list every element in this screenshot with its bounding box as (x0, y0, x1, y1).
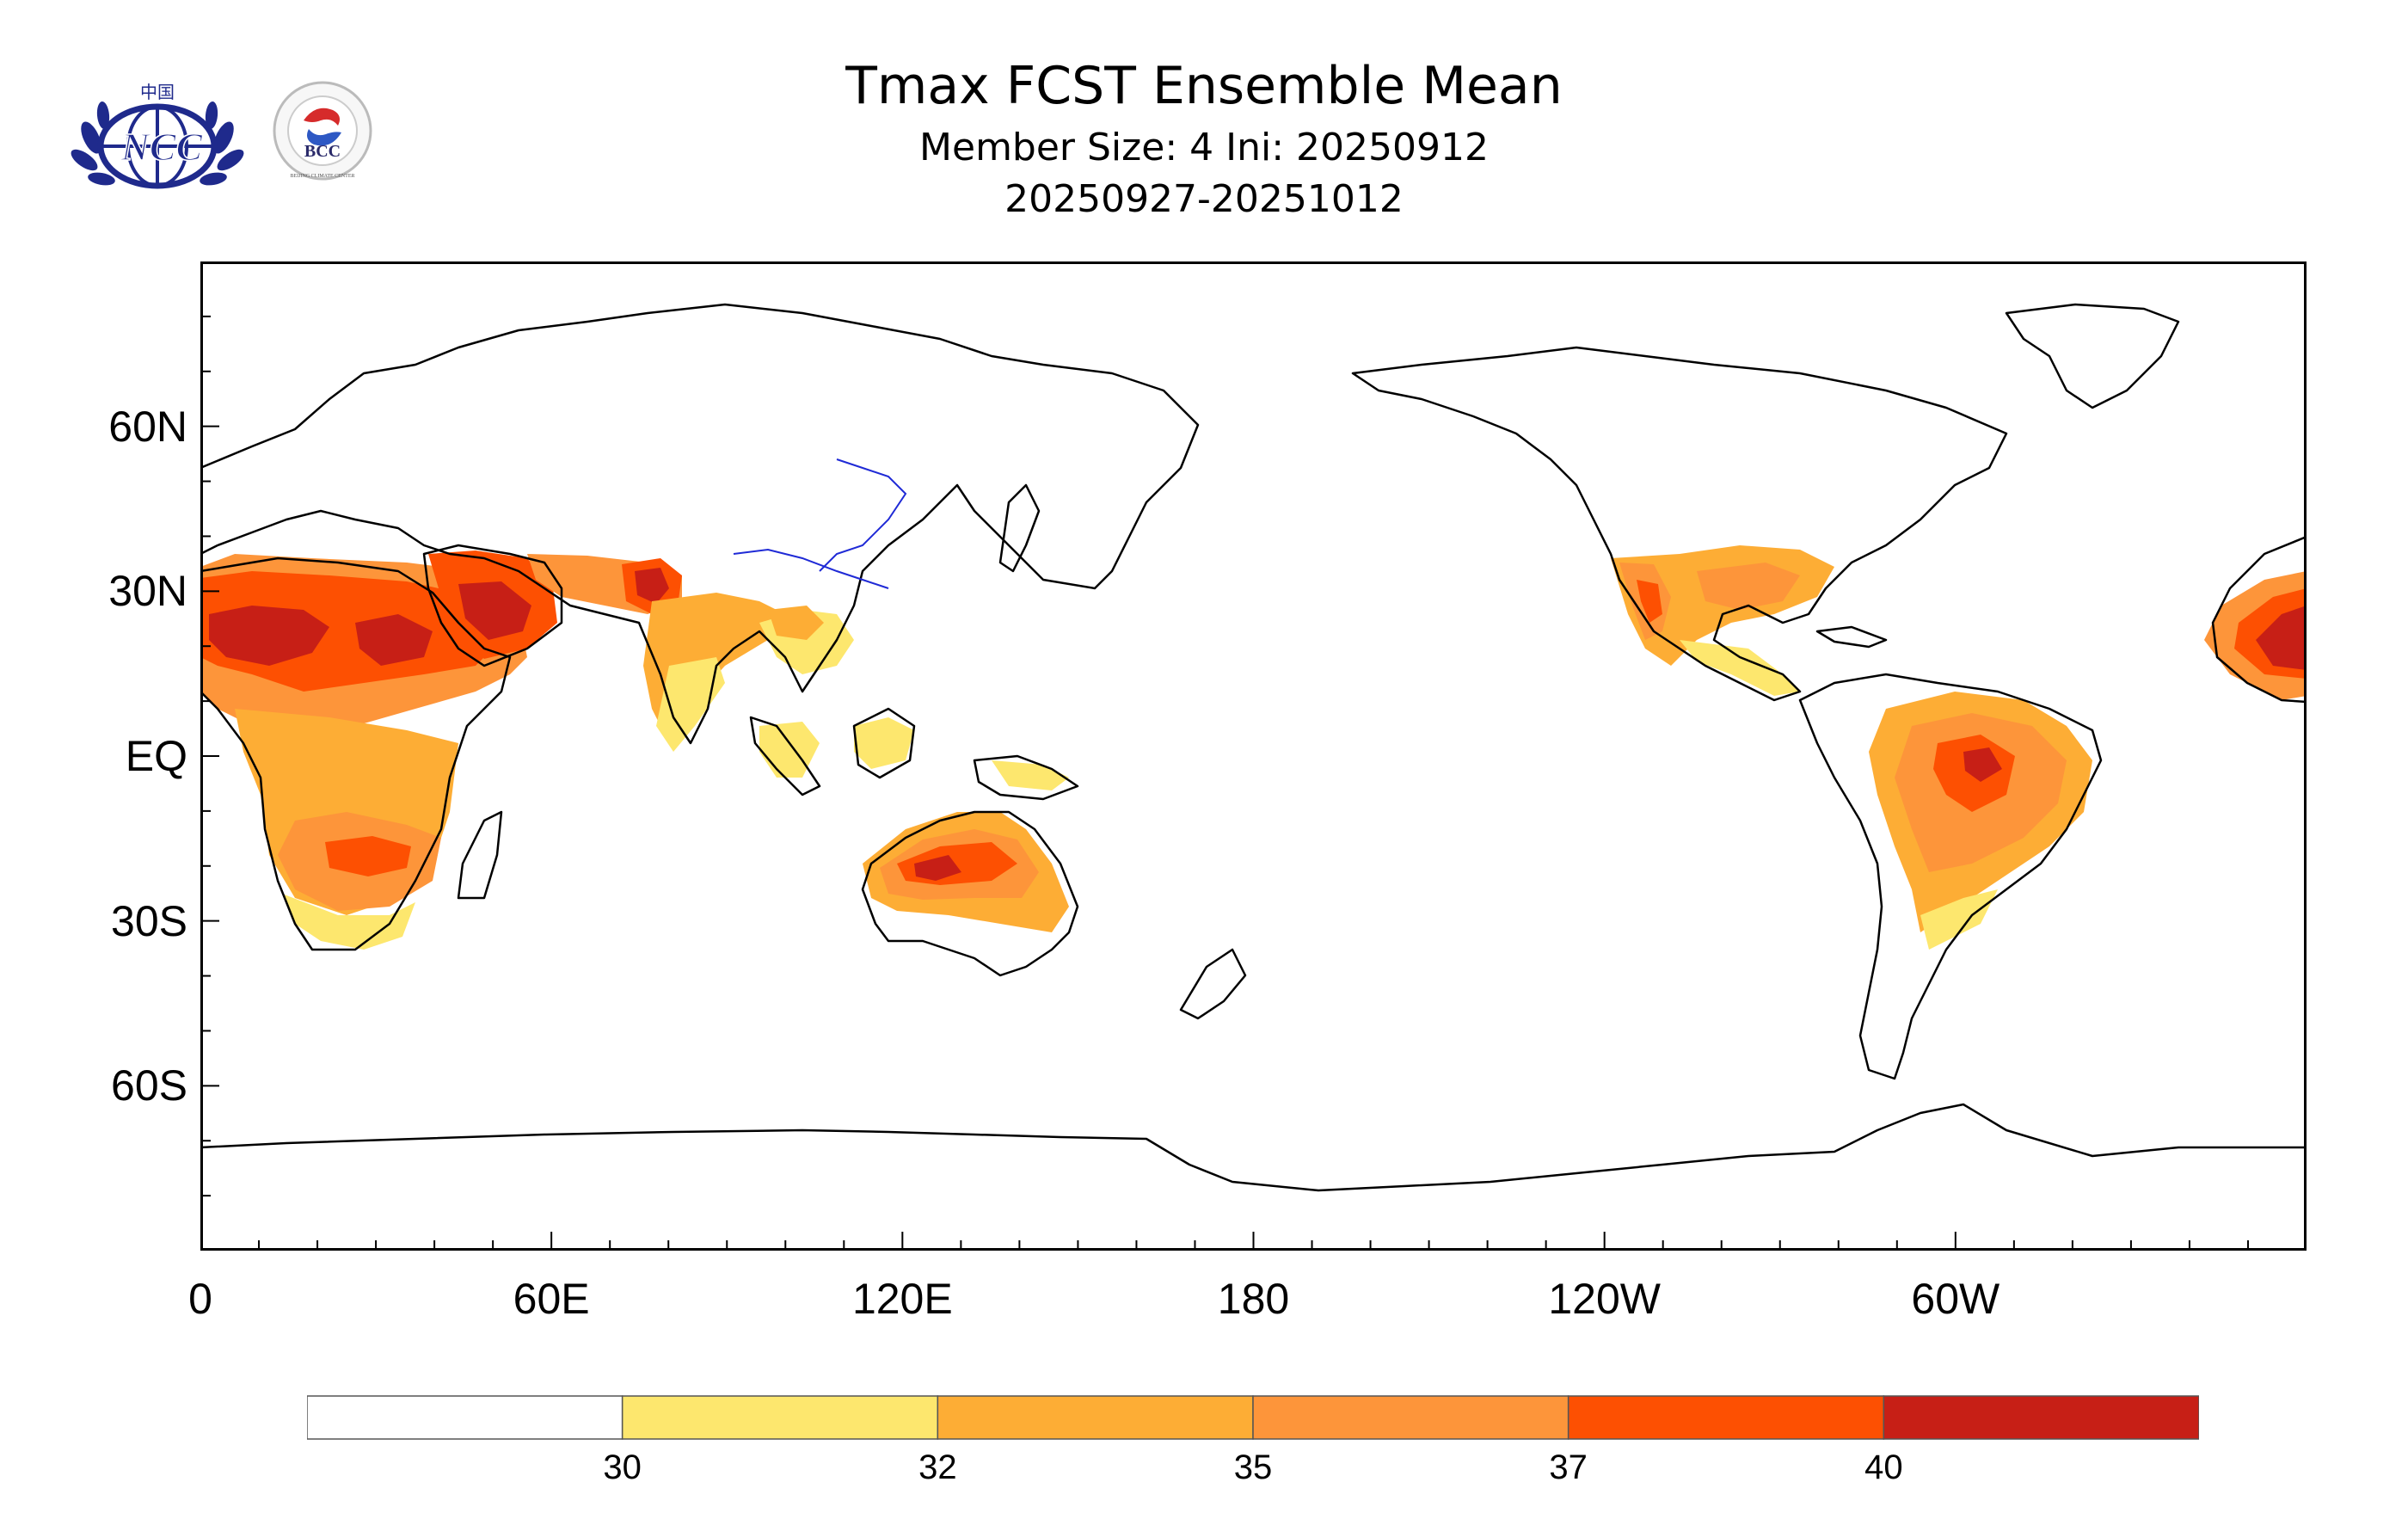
shade-us-35 (1697, 563, 1800, 610)
lat-label-60s: 60S (111, 1061, 187, 1110)
shade-maritime-30 (759, 722, 820, 778)
colorbar-swatch (1567, 1395, 1885, 1440)
coastlines (200, 303, 2307, 1192)
ncc-logo-text: NCC (120, 125, 204, 169)
coast-newzealand (1179, 948, 1247, 1020)
lat-label-eq: EQ (125, 732, 187, 780)
lat-label-30n: 30N (108, 567, 187, 616)
lon-label-120w: 120W (1548, 1275, 1661, 1323)
lon-label-60w: 60W (1911, 1275, 2000, 1323)
shade-africa-north-40b (355, 614, 433, 666)
colorbar-swatch (937, 1395, 1254, 1440)
shade-southam-30 (1920, 889, 1998, 950)
coast-borneo (852, 707, 916, 779)
coast-north-america (1351, 346, 2008, 702)
shade-africa-south-37 (325, 836, 411, 876)
coast-japan (998, 483, 1041, 573)
ncc-logo-top-text: 中国 (140, 83, 175, 102)
colorbar-label-30: 30 (603, 1448, 642, 1486)
lat-label-60n: 60N (108, 402, 187, 451)
shade-newguinea-30 (992, 760, 1069, 790)
chart-subtitle-member: Member Size: 4 Ini: 20250912 (919, 126, 1489, 169)
shade-southam-40 (1963, 747, 2002, 782)
colorbar-swatch (1252, 1395, 1570, 1440)
coast-africa (200, 557, 512, 951)
lon-label-60e: 60E (513, 1275, 590, 1323)
lat-label-30s: 30S (111, 896, 187, 945)
coast-cuba (1815, 625, 1888, 649)
shade-wafrica-east-40 (2256, 606, 2307, 670)
shade-indochina-32 (768, 606, 824, 640)
colorbar-label-35: 35 (1233, 1448, 1273, 1486)
lon-label-180: 180 (1217, 1275, 1290, 1323)
shade-africa-north-40 (209, 606, 329, 666)
title-block: Tmax FCST Ensemble Mean Member Size: 4 I… (0, 50, 2408, 225)
ncc-logo: 中国 NCC (71, 83, 244, 189)
shade-africa-light (282, 894, 415, 950)
bcc-logo-text: BCC (304, 142, 341, 161)
colorbar-label-37: 37 (1549, 1448, 1588, 1486)
coast-greenland (2005, 303, 2180, 409)
tmax-shading (200, 545, 2307, 950)
coast-europe-asia (200, 303, 1200, 745)
colorbar-swatch (1883, 1395, 2199, 1440)
coast-west-africa-right (2211, 535, 2307, 704)
chart-title: Tmax FCST Ensemble Mean (845, 56, 1563, 116)
bcc-logo-ring-text: BEIJING CLIMATE CENTER (291, 174, 355, 179)
axis-ticks (200, 315, 2249, 1251)
shade-mexico-37 (1637, 580, 1662, 623)
shade-india-30 (656, 657, 725, 752)
shade-borneo-30 (854, 717, 914, 769)
bcc-logo: BCC BEIJING CLIMATE CENTER (273, 81, 372, 181)
colorbar-swatch (621, 1395, 939, 1440)
coast-south-america (1798, 673, 2103, 1080)
rivers (733, 458, 907, 589)
colorbar (307, 1395, 2199, 1440)
lon-label-0: 0 (188, 1275, 212, 1323)
colorbar-label-32: 32 (918, 1448, 957, 1486)
map-plot (200, 261, 2307, 1251)
shade-australia-40 (914, 855, 961, 881)
chart-subtitle-period: 20250927-20251012 (1004, 177, 1404, 221)
china-river-south (733, 548, 889, 589)
coast-madagascar (457, 810, 503, 900)
shade-pakistan-40 (635, 568, 669, 604)
coast-arabia (422, 544, 563, 667)
coast-australia (861, 810, 1079, 977)
colorbar-swatch (307, 1395, 624, 1440)
shade-arabia-40 (458, 581, 531, 640)
shade-centralam-30 (1680, 640, 1800, 696)
coast-antarctica (200, 1103, 2307, 1192)
china-river-north (819, 458, 907, 572)
colorbar-label-40: 40 (1864, 1448, 1903, 1486)
coast-sumatra (749, 716, 821, 796)
coast-newguinea (973, 754, 1079, 801)
lon-label-120e: 120E (851, 1275, 953, 1323)
